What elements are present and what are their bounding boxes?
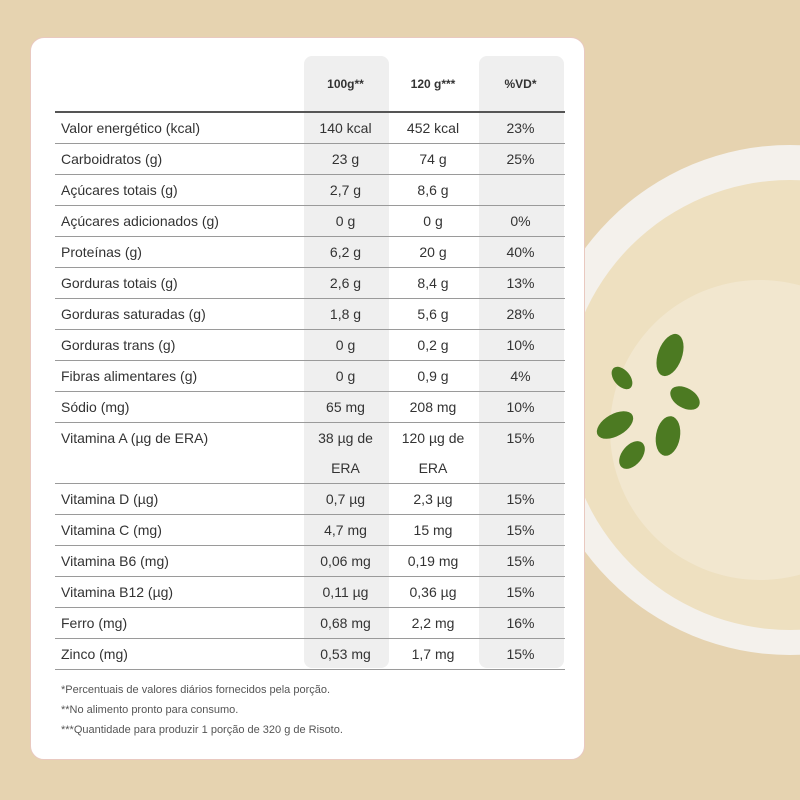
table-row: Ferro (mg) 0,68 mg 2,2 mg 16% bbox=[55, 608, 565, 639]
table-row: Vitamina D (µg) 0,7 µg 2,3 µg 15% bbox=[55, 484, 565, 515]
row-label: Ferro (mg) bbox=[61, 615, 128, 631]
cell: 23 g bbox=[331, 151, 360, 167]
cell: 0,06 mg bbox=[320, 553, 371, 569]
cell: 10% bbox=[506, 399, 535, 415]
cell: 1,7 mg bbox=[411, 646, 455, 662]
row-label: Açúcares totais (g) bbox=[61, 182, 178, 198]
row-label: Fibras alimentares (g) bbox=[61, 368, 198, 384]
cell: 25% bbox=[506, 151, 535, 167]
header-row: 100g** 120 g*** %VD* bbox=[55, 56, 565, 113]
row-label: Proteínas (g) bbox=[61, 244, 142, 260]
cell: 2,2 mg bbox=[411, 615, 455, 631]
table-row: Proteínas (g) 6,2 g 20 g 40% bbox=[55, 237, 565, 268]
cell: 140 kcal bbox=[319, 120, 372, 136]
cell: 208 mg bbox=[409, 399, 457, 415]
empty-cell bbox=[478, 175, 563, 205]
cell: 38 µg de ERA bbox=[318, 430, 373, 476]
cell: 120 µg de ERA bbox=[401, 430, 465, 476]
cell: 8,4 g bbox=[417, 275, 449, 291]
cell: 0 g bbox=[335, 368, 356, 384]
table-row: Sódio (mg) 65 mg 208 mg 10% bbox=[55, 392, 565, 423]
cell: 4,7 mg bbox=[324, 522, 367, 538]
footnote: *Percentuais de valores diários fornecid… bbox=[61, 684, 331, 696]
cell: 452 kcal bbox=[406, 120, 460, 136]
cell: 2,6 g bbox=[329, 275, 362, 291]
cell: 23% bbox=[506, 120, 535, 136]
table-row: Vitamina C (mg) 4,7 mg 15 mg 15% bbox=[55, 515, 565, 546]
table-row: Vitamina B12 (µg) 0,11 µg 0,36 µg 15% bbox=[55, 577, 565, 608]
nutrition-card: 100g** 120 g*** %VD* Valor energético (kcal… bbox=[30, 37, 585, 760]
cell: 0,11 µg bbox=[322, 584, 369, 600]
table-row: Gorduras trans (g) 0 g 0,2 g 10% bbox=[55, 330, 565, 361]
row-label: Gorduras saturadas (g) bbox=[61, 306, 206, 322]
row-label: Gorduras trans (g) bbox=[61, 337, 176, 353]
row-label: Vitamina A (µg de ERA) bbox=[61, 430, 209, 446]
cell: 0,36 µg bbox=[409, 584, 457, 600]
cell: 15% bbox=[506, 584, 535, 600]
table-row: Açúcares adicionados (g) 0 g 0 g 0% bbox=[55, 206, 565, 237]
header-cell: 120 g*** bbox=[410, 76, 456, 91]
cell: 74 g bbox=[419, 151, 447, 167]
nutrition-table: 100g** 120 g*** %VD* Valor energético (kcal… bbox=[55, 56, 565, 670]
footnotes: *Percentuais de valores diários fornecid… bbox=[61, 680, 343, 740]
header-cell: %VD* bbox=[504, 76, 537, 91]
table-row: Açúcares totais (g) 2,7 g 8,6 g bbox=[55, 175, 565, 206]
cell: 6,2 g bbox=[329, 244, 362, 260]
cell: 0% bbox=[510, 213, 531, 229]
footnote: ***Quantidade para produzir 1 porção de … bbox=[61, 724, 343, 736]
cell: 0,68 mg bbox=[320, 615, 371, 631]
table-row: Vitamina B6 (mg) 0,06 mg 0,19 mg 15% bbox=[55, 546, 565, 577]
cell: 15% bbox=[506, 646, 535, 662]
row-label: Açúcares adicionados (g) bbox=[61, 213, 219, 229]
cell: 5,6 g bbox=[417, 306, 449, 322]
cell: 8,6 g bbox=[417, 182, 449, 198]
cell: 2,3 µg bbox=[413, 491, 453, 507]
cell: 15% bbox=[506, 522, 535, 538]
cell: 4% bbox=[510, 368, 531, 384]
cell: 0,19 mg bbox=[407, 553, 459, 569]
row-label: Carboidratos (g) bbox=[61, 151, 163, 167]
table-row: Gorduras totais (g) 2,6 g 8,4 g 13% bbox=[55, 268, 565, 299]
cell: 15% bbox=[506, 430, 535, 446]
cell: 65 mg bbox=[326, 399, 365, 415]
cell: 15% bbox=[506, 553, 535, 569]
row-label: Vitamina C (mg) bbox=[61, 522, 162, 538]
cell: 16% bbox=[506, 615, 535, 631]
column-highlight bbox=[304, 56, 389, 668]
cell: 0,53 mg bbox=[320, 646, 371, 662]
row-label: Gorduras totais (g) bbox=[61, 275, 178, 291]
row-label: Zinco (mg) bbox=[61, 646, 128, 662]
cell: 10% bbox=[506, 337, 535, 353]
cell: 0,9 g bbox=[417, 368, 449, 384]
table-row: Valor energético (kcal) 140 kcal 452 kcal 2… bbox=[55, 113, 565, 144]
table-row: Fibras alimentares (g) 0 g 0,9 g 4% bbox=[55, 361, 565, 392]
footnote: **No alimento pronto para consumo. bbox=[61, 704, 239, 716]
table-row: Carboidratos (g) 23 g 74 g 25% bbox=[55, 144, 565, 175]
cell: 15 mg bbox=[413, 522, 453, 538]
table-row: Gorduras saturadas (g) 1,8 g 5,6 g 28% bbox=[55, 299, 565, 330]
header-cell: 100g** bbox=[327, 76, 364, 91]
cell: 28% bbox=[506, 306, 535, 322]
row-label: Valor energético (kcal) bbox=[61, 120, 201, 136]
row-label: Vitamina D (µg) bbox=[61, 491, 159, 507]
row-label: Sódio (mg) bbox=[61, 399, 130, 415]
row-label: Vitamina B12 (µg) bbox=[61, 584, 174, 600]
cell: 20 g bbox=[419, 244, 447, 260]
column-highlight bbox=[479, 56, 564, 668]
cell: 0 g bbox=[335, 213, 356, 229]
cell: 15% bbox=[506, 491, 535, 507]
cell: 0,2 g bbox=[417, 337, 449, 353]
cell: 0,7 µg bbox=[325, 491, 366, 507]
cell: 13% bbox=[506, 275, 535, 291]
table-row: Zinco (mg) 0,53 mg 1,7 mg 15% bbox=[55, 639, 565, 670]
cell: 1,8 g bbox=[329, 306, 362, 322]
row-label: Vitamina B6 (mg) bbox=[61, 553, 169, 569]
cell: 2,7 g bbox=[329, 182, 362, 198]
table-row: Vitamina A (µg de ERA) 38 µg de ERA 120 µg… bbox=[55, 423, 565, 484]
cell: 40% bbox=[506, 244, 535, 260]
cell: 0 g bbox=[423, 213, 443, 229]
cell: 0 g bbox=[335, 337, 356, 353]
